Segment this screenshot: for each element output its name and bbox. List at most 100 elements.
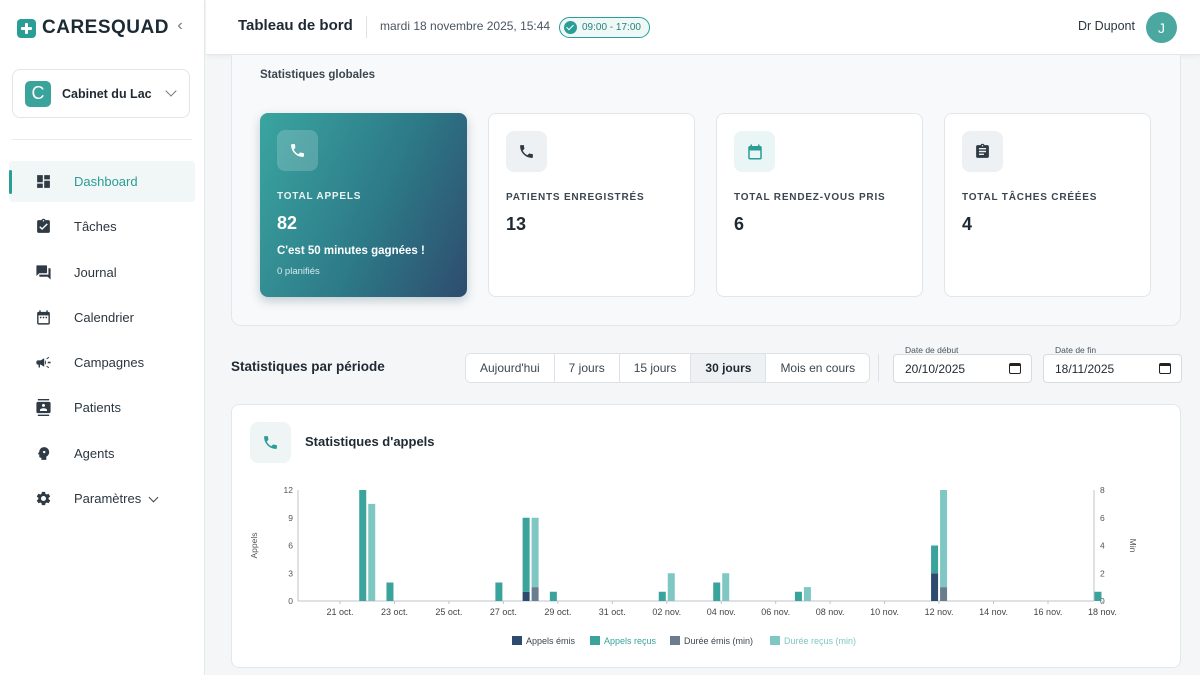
bar-appels-recus xyxy=(522,517,530,592)
page-title: Tableau de bord xyxy=(238,17,353,34)
legend-label: Durée émis (min) xyxy=(684,636,753,646)
dashboard-icon xyxy=(34,173,52,191)
opening-hours-badge: 09:00 - 17:00 xyxy=(559,17,650,38)
bar-appels-recus xyxy=(713,582,721,601)
phone-icon xyxy=(277,130,318,171)
brand-logo[interactable]: CARESQUAD xyxy=(17,17,169,39)
bar-appels-recus xyxy=(794,591,802,601)
calendar-icon[interactable] xyxy=(1009,363,1021,374)
user-avatar[interactable]: J xyxy=(1146,12,1177,43)
y-tick-label: 0 xyxy=(288,596,293,606)
stat-label: TOTAL RENDEZ-VOUS PRIS xyxy=(734,192,886,203)
sidebar-item-label: Calendrier xyxy=(74,309,134,325)
section-title: Statistiques globales xyxy=(260,69,376,81)
x-tick-label: 23 oct. xyxy=(381,607,408,617)
x-tick-label: 14 nov. xyxy=(979,607,1008,617)
period-option-current-month[interactable]: Mois en cours xyxy=(766,354,870,382)
end-date-input[interactable]: 18/11/2025 xyxy=(1043,354,1182,383)
sidebar: CARESQUAD ‹ C Cabinet du Lac Dashboard T… xyxy=(0,0,205,675)
sidebar-item-label: Paramètres xyxy=(74,491,142,507)
end-date-value: 18/11/2025 xyxy=(1055,361,1115,376)
end-date-label: Date de fin xyxy=(1055,345,1097,355)
end-date-field: Date de fin 18/11/2025 xyxy=(1043,345,1182,383)
sidebar-item-label: Journal xyxy=(74,264,117,280)
sidebar-item-patients[interactable]: Patients xyxy=(9,387,195,428)
sidebar-item-parametres[interactable]: Paramètres xyxy=(9,478,195,519)
period-option-today[interactable]: Aujourd'hui xyxy=(466,354,555,382)
sidebar-item-journal[interactable]: Journal xyxy=(9,252,195,293)
y-axis-label: Appels xyxy=(249,533,259,559)
bar-appels-recus xyxy=(931,545,939,574)
x-tick-label: 29 oct. xyxy=(544,607,571,617)
y2-tick-label: 8 xyxy=(1100,485,1105,495)
stat-value: 4 xyxy=(962,214,973,234)
user-name: Dr Dupont xyxy=(1078,19,1135,33)
medical-cross-icon xyxy=(17,18,36,38)
chart-title: Statistiques d'appels xyxy=(305,434,435,449)
bar-appels-recus xyxy=(359,490,367,601)
header-divider xyxy=(366,16,367,38)
bar-duree-recus xyxy=(531,517,539,588)
x-tick-label: 10 nov. xyxy=(870,607,899,617)
stat-value: 13 xyxy=(506,214,527,234)
stat-label: TOTAL TÂCHES CRÉÉES xyxy=(962,192,1098,203)
sidebar-item-campagnes[interactable]: Campagnes xyxy=(9,342,195,383)
sidebar-item-dashboard[interactable]: Dashboard xyxy=(9,161,195,202)
stat-card-patients: PATIENTS ENREGISTRÉS 13 xyxy=(488,113,695,297)
stat-value: 6 xyxy=(734,214,745,234)
period-selector: Aujourd'hui 7 jours 15 jours 30 jours Mo… xyxy=(465,353,871,383)
current-datetime: mardi 18 novembre 2025, 15:44 xyxy=(380,19,551,33)
sidebar-item-calendrier[interactable]: Calendrier xyxy=(9,297,195,338)
x-tick-label: 08 nov. xyxy=(816,607,845,617)
stat-label: PATIENTS ENREGISTRÉS xyxy=(506,192,645,203)
clinic-avatar: C xyxy=(25,80,51,107)
x-tick-label: 16 nov. xyxy=(1034,607,1063,617)
calendar-icon xyxy=(734,131,775,172)
sidebar-item-label: Patients xyxy=(74,400,121,416)
bar-appels-emis xyxy=(522,591,530,601)
sidebar-item-agents[interactable]: Agents xyxy=(9,433,195,474)
x-tick-label: 27 oct. xyxy=(490,607,517,617)
task-clipboard-icon xyxy=(34,218,52,236)
brand-name: CARESQUAD xyxy=(42,17,169,38)
calendar-icon xyxy=(34,308,52,326)
chat-icon xyxy=(34,263,52,281)
y-tick-label: 6 xyxy=(288,541,293,551)
stat-value: 82 xyxy=(277,213,298,233)
x-tick-label: 18 nov. xyxy=(1088,607,1117,617)
bar-appels-recus xyxy=(658,591,666,601)
stat-label: TOTAL APPELS xyxy=(277,191,362,202)
period-section-title: Statistiques par période xyxy=(231,359,385,374)
period-option-15-days[interactable]: 15 jours xyxy=(619,354,692,382)
call-stats-chart: 03691202468AppelsMin21 oct.23 oct.25 oct… xyxy=(249,485,1138,646)
bar-appels-recus xyxy=(1094,591,1102,601)
bar-duree-recus xyxy=(803,587,811,601)
sidebar-item-label: Agents xyxy=(74,445,115,461)
legend-label: Durée reçus (min) xyxy=(784,636,856,646)
x-tick-label: 21 oct. xyxy=(326,607,353,617)
y2-tick-label: 4 xyxy=(1100,541,1105,551)
agent-head-icon xyxy=(34,444,52,462)
sidebar-item-taches[interactable]: Tâches xyxy=(9,206,195,247)
start-date-input[interactable]: 20/10/2025 xyxy=(893,354,1032,383)
calendar-icon[interactable] xyxy=(1159,363,1171,374)
clipboard-icon xyxy=(962,131,1003,172)
topbar: Tableau de bord mardi 18 novembre 2025, … xyxy=(206,0,1200,55)
period-option-7-days[interactable]: 7 jours xyxy=(554,354,620,382)
collapse-sidebar-button[interactable]: ‹ xyxy=(177,17,183,34)
period-option-30-days[interactable]: 30 jours xyxy=(691,354,767,382)
sidebar-item-label: Dashboard xyxy=(74,174,138,189)
bar-appels-recus xyxy=(495,582,503,601)
gear-icon xyxy=(34,490,52,508)
global-stats-panel: Statistiques globales TOTAL APPELS 82 C'… xyxy=(231,55,1181,326)
stat-card-tasks: TOTAL TÂCHES CRÉÉES 4 xyxy=(944,113,1151,297)
x-tick-label: 25 oct. xyxy=(435,607,462,617)
sidebar-item-label: Campagnes xyxy=(74,355,145,371)
legend-swatch xyxy=(512,636,522,645)
phone-icon xyxy=(506,131,547,172)
bar-appels-recus xyxy=(386,582,394,601)
clinic-selector[interactable]: C Cabinet du Lac xyxy=(12,69,190,118)
opening-hours-text: 09:00 - 17:00 xyxy=(582,22,641,33)
start-date-value: 20/10/2025 xyxy=(905,361,966,376)
legend-swatch xyxy=(590,636,600,645)
